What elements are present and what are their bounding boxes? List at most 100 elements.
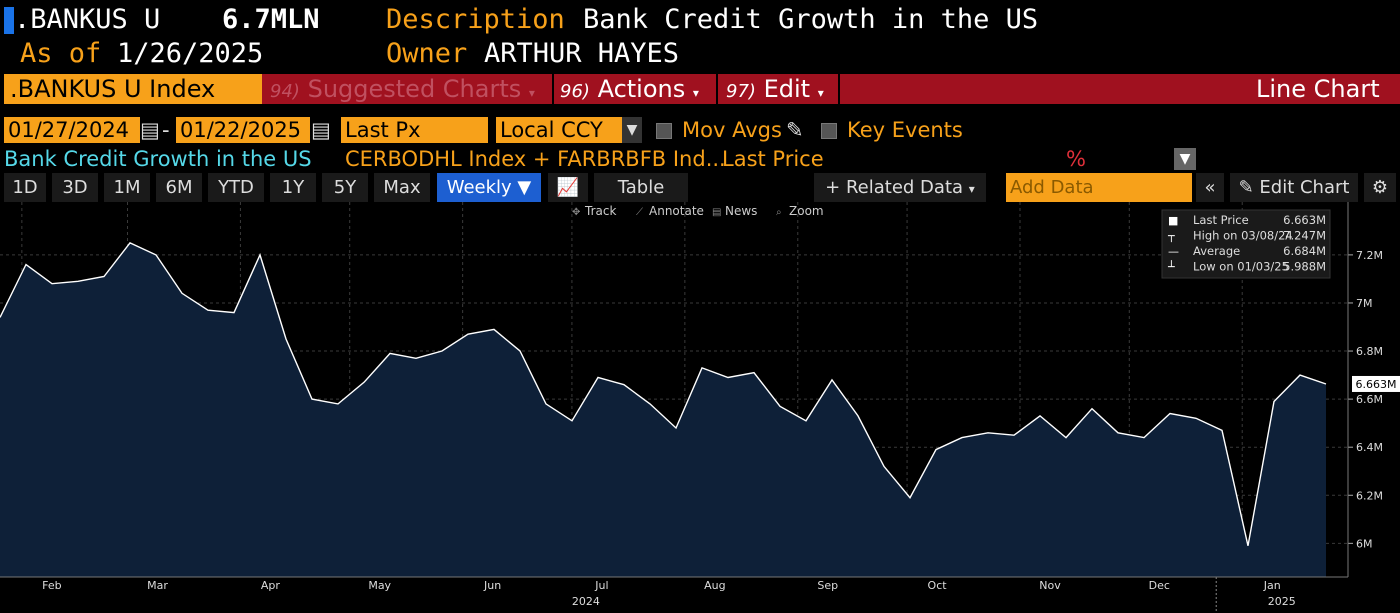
tool-annotate: Annotate — [649, 204, 704, 218]
range-button-max[interactable]: Max — [374, 173, 430, 202]
table-button[interactable]: Table — [594, 173, 688, 202]
x-tick-label: Aug — [704, 579, 725, 592]
x-tick-label: Sep — [817, 579, 838, 592]
range-selector: 1D 3D 1M 6M YTD 1Y 5Y Max — [0, 173, 1400, 202]
x-tick-label: Dec — [1149, 579, 1170, 592]
suggested-charts-menu[interactable]: 94) Suggested Charts ▾ — [270, 74, 535, 104]
owner-label: Owner — [386, 38, 468, 69]
x-tick-label: Jun — [483, 579, 501, 592]
chevron-down-icon: ▾ — [968, 182, 975, 196]
y-tick-label: 6M — [1356, 537, 1373, 550]
chevron-down-icon: ▾ — [817, 86, 824, 100]
related-data-button[interactable]: + Related Data ▾ — [814, 173, 986, 202]
edit-chart-button[interactable]: ✎ Edit Chart — [1230, 173, 1358, 202]
x-tick-label: Jan — [1263, 579, 1281, 592]
x-tick-label: Feb — [42, 579, 61, 592]
actions-menu[interactable]: 96) Actions ▾ — [560, 74, 699, 104]
key-events-checkbox[interactable] — [821, 123, 837, 139]
related-data-label: + Related Data — [825, 177, 964, 198]
annotate-icon: ⟋ — [636, 207, 643, 218]
x-year-label: 2025 — [1268, 595, 1296, 608]
range-button-ytd[interactable]: YTD — [208, 173, 264, 202]
edit-number: 97) — [726, 81, 756, 102]
range-button-3d[interactable]: 3D — [52, 173, 98, 202]
divider — [716, 74, 718, 104]
currency-select[interactable]: Local CCY — [496, 117, 622, 143]
suggested-charts-label: Suggested Charts — [307, 75, 522, 103]
legend-box-bg — [1161, 209, 1331, 279]
legend-row-label: Average — [1193, 244, 1240, 258]
owner-value: ARTHUR HAYES — [484, 38, 680, 69]
legend-row-value: 7.247M — [1283, 229, 1326, 243]
legend-row-label: Last Price — [1193, 213, 1249, 227]
series-line — [0, 242, 1327, 546]
field-select[interactable]: Last Px — [341, 117, 488, 143]
tool-track: Track — [584, 204, 616, 218]
calendar-icon[interactable]: ▤ — [311, 118, 331, 142]
x-tick-label: Jul — [594, 579, 608, 592]
series-formula: CERBODHL Index + FARBRBFB Ind... — [345, 147, 726, 171]
y-tick-label: 6.8M — [1356, 345, 1383, 358]
pencil-icon: ✎ — [1238, 177, 1254, 198]
range-button-6m[interactable]: 6M — [156, 173, 202, 202]
range-button-1d[interactable]: 1D — [4, 173, 46, 202]
legend-marker: ┴ — [1167, 260, 1175, 274]
range-button-1y[interactable]: 1Y — [270, 173, 316, 202]
chart-area[interactable]: 6M 6.2M 6.4M 6.6M 6.8M 7M 7.2M 6.663M Feb Mar Apr… — [0, 202, 1400, 613]
settings-gear-icon[interactable]: ⚙ — [1364, 173, 1396, 202]
legend-box: ■ Last Price 6.663M ┬ High on 03/08/247.247M… — [1161, 209, 1331, 279]
last-value-tag-bg — [1352, 375, 1400, 392]
start-date-input[interactable]: 01/27/2024 — [4, 117, 140, 143]
x-tick-label: Apr — [261, 579, 281, 592]
x-tick-label: May — [368, 579, 391, 592]
zoom-icon: ⌕ — [776, 207, 782, 218]
tool-news: News — [725, 204, 757, 218]
range-button-5y[interactable]: 5Y — [322, 173, 368, 202]
chevron-down-icon: ▾ — [692, 86, 699, 100]
edit-menu[interactable]: 97) Edit ▾ — [726, 74, 824, 104]
key-events-label: Key Events — [847, 118, 963, 142]
chart-style-icon[interactable]: 📈 — [548, 173, 588, 202]
series-area — [0, 242, 1326, 577]
x-tick-label: Nov — [1039, 579, 1061, 592]
pencil-icon[interactable]: ✎ — [786, 118, 804, 142]
legend-row-value: 5.988M — [1283, 260, 1326, 274]
collapse-icon[interactable]: « — [1196, 173, 1224, 202]
date-range-dash: - — [162, 118, 170, 142]
series-name: Bank Credit Growth in the US — [4, 147, 312, 171]
range-button-1m[interactable]: 1M — [104, 173, 150, 202]
security-field[interactable]: .BANKUS U Index — [4, 74, 264, 104]
add-data-input[interactable]: Add Data — [1006, 173, 1192, 202]
chart-tools: ✥ Track ⟋ Annotate ▤ News ⌕ Zoom — [572, 204, 824, 218]
y-axis: 6M 6.2M 6.4M 6.6M 6.8M 7M 7.2M 6.663M — [1347, 202, 1400, 577]
legend-row-label: High on 03/08/24 — [1193, 229, 1293, 243]
mov-avgs-checkbox[interactable] — [656, 123, 672, 139]
y-tick-label: 6.2M — [1356, 489, 1383, 502]
legend-marker: ■ — [1168, 214, 1178, 227]
x-tick-label: Mar — [147, 579, 168, 592]
calendar-icon[interactable]: ▤ — [140, 118, 160, 142]
function-bar-background — [262, 74, 1400, 104]
current-value: 6.7MLN — [222, 4, 320, 35]
y-tick-label: 7.2M — [1356, 249, 1383, 262]
series-layer — [0, 242, 1327, 577]
x-year-label: 2024 — [572, 595, 600, 608]
legend-row-value: 6.663M — [1283, 213, 1326, 227]
legend-row-value: 6.684M — [1283, 244, 1326, 258]
end-date-input[interactable]: 01/22/2025 — [176, 117, 310, 143]
tool-zoom: Zoom — [789, 204, 824, 218]
actions-label: Actions — [597, 75, 686, 103]
last-value-tag: 6.663M — [1356, 378, 1397, 391]
news-icon: ▤ — [712, 207, 721, 218]
divider — [838, 74, 840, 104]
legend-row-label: Low on 01/03/25 — [1193, 260, 1289, 274]
chevron-down-icon[interactable]: ▼ — [622, 117, 642, 143]
percent-toggle[interactable]: % — [1066, 147, 1086, 171]
chart-type-label[interactable]: Line Chart — [1256, 75, 1380, 103]
filter-icon[interactable]: ▼ — [1174, 148, 1196, 170]
y-tick-label: 6.4M — [1356, 441, 1383, 454]
divider — [552, 74, 554, 104]
legend-marker: — — [1168, 245, 1179, 258]
frequency-button[interactable]: Weekly ▼ — [437, 173, 541, 202]
edit-label: Edit — [763, 75, 811, 103]
